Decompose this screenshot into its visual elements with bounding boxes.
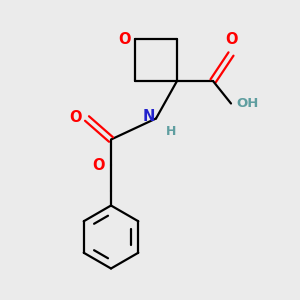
Text: O: O [118, 32, 130, 46]
Text: N: N [142, 109, 154, 124]
Text: O: O [225, 32, 238, 47]
Text: O: O [69, 110, 82, 124]
Text: OH: OH [236, 97, 259, 110]
Text: O: O [92, 158, 104, 172]
Text: H: H [166, 125, 176, 138]
